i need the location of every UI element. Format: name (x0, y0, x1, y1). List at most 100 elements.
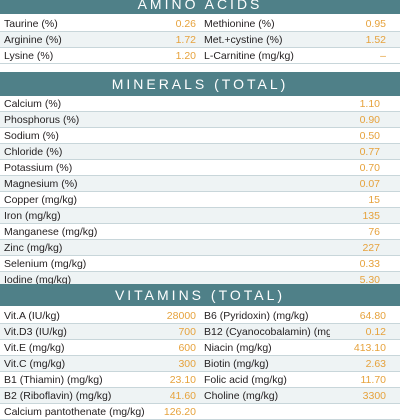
table-row: Vit.A (IU/kg) 28000 B6 (Pyridoxin) (mg/kg)… (0, 308, 400, 324)
nutrient-label: Taurine (%) (4, 17, 58, 30)
nutrient-value: 15 (368, 193, 380, 206)
row-right-half: Met.+cystine (%) 1.52 (200, 32, 400, 47)
row-right-half: Choline (mg/kg) 3300 (200, 388, 400, 403)
nutrient-label: Biotin (mg/kg) (204, 357, 269, 370)
row-left-half: Calcium pantothenate (mg/kg) 126.20 (0, 404, 200, 419)
nutrient-label: Potassium (%) (4, 161, 73, 174)
nutrient-value: 300 (178, 357, 196, 370)
nutrient-label: Choline (mg/kg) (204, 389, 279, 402)
nutrient-label: Vit.A (IU/kg) (4, 309, 60, 322)
nutrient-value: 0.07 (359, 177, 380, 190)
nutrient-value: 76 (368, 225, 380, 238)
nutrient-label: Chloride (%) (4, 145, 63, 158)
nutrient-value: 1.72 (175, 33, 196, 46)
nutrient-label: Vit.C (mg/kg) (4, 357, 66, 370)
row-left-half: Vit.E (mg/kg) 600 (0, 340, 200, 355)
nutrient-value: 41.60 (169, 389, 196, 402)
table-row: Vit.E (mg/kg) 600 Niacin (mg/kg) 413.10 (0, 340, 400, 356)
nutrient-value: 1.20 (175, 49, 196, 62)
nutrient-value: 413.10 (353, 341, 386, 354)
nutrient-label: B12 (Cyanocobalamin) (mg/kg) (204, 325, 330, 338)
table-row: Potassium (%) 0.70 (0, 160, 400, 176)
table-row: Taurine (%) 0.26 Methionine (%) 0.95 (0, 16, 400, 32)
nutrient-label: Iodine (mg/kg) (4, 273, 72, 286)
vitamins-table: Vit.A (IU/kg) 28000 B6 (Pyridoxin) (mg/kg)… (0, 308, 400, 420)
nutrient-label: Calcium pantothenate (mg/kg) (4, 405, 145, 418)
table-row: Copper (mg/kg) 15 (0, 192, 400, 208)
nutrient-value: 0.50 (359, 129, 380, 142)
nutrient-label: Met.+cystine (%) (204, 33, 283, 46)
nutrient-value: 5.30 (359, 273, 380, 286)
nutrient-value: 700 (178, 325, 196, 338)
nutrient-value: 11.70 (360, 373, 387, 386)
row-left-half: Vit.D3 (IU/kg) 700 (0, 324, 200, 339)
table-row: Calcium (%) 1.10 (0, 96, 400, 112)
table-row: Lysine (%) 1.20 L-Carnitine (mg/kg) – (0, 48, 400, 64)
row-left-half: Taurine (%) 0.26 (0, 16, 200, 31)
nutrient-value: 1.10 (359, 97, 380, 110)
vitamins-header: VITAMINS (TOTAL) (0, 284, 400, 306)
nutrient-label: Vit.E (mg/kg) (4, 341, 65, 354)
nutrient-label: B6 (Pyridoxin) (mg/kg) (204, 309, 309, 322)
table-row: Sodium (%) 0.50 (0, 128, 400, 144)
nutrient-value: 0.33 (359, 257, 380, 270)
nutrient-value: 135 (362, 209, 380, 222)
row-right-half: Folic acid (mg/kg) 11.70 (200, 372, 400, 387)
nutrient-label: Zinc (mg/kg) (4, 241, 63, 254)
row-right-half: Biotin (mg/kg) 2.63 (200, 356, 400, 371)
row-right-half: B12 (Cyanocobalamin) (mg/kg) 0.12 (200, 324, 400, 339)
nutrient-label: Copper (mg/kg) (4, 193, 77, 206)
row-right-half: Niacin (mg/kg) 413.10 (200, 340, 400, 355)
table-row: Selenium (mg/kg) 0.33 (0, 256, 400, 272)
nutrient-value: 126.20 (163, 405, 196, 418)
nutrient-label: Selenium (mg/kg) (4, 257, 87, 270)
row-left-half: Arginine (%) 1.72 (0, 32, 200, 47)
nutrient-value: 0.26 (175, 17, 196, 30)
table-row: Vit.C (mg/kg) 300 Biotin (mg/kg) 2.63 (0, 356, 400, 372)
row-right-half (200, 404, 400, 419)
table-row: Iron (mg/kg) 135 (0, 208, 400, 224)
table-row: Magnesium (%) 0.07 (0, 176, 400, 192)
row-left-half: Lysine (%) 1.20 (0, 48, 200, 63)
amino-acids-table: Taurine (%) 0.26 Methionine (%) 0.95 Arginin… (0, 16, 400, 64)
nutrient-value: 1.52 (365, 33, 386, 46)
nutrient-value: 600 (178, 341, 196, 354)
nutrient-label: Niacin (mg/kg) (204, 341, 272, 354)
nutrient-label: B2 (Riboflavin) (mg/kg) (4, 389, 112, 402)
nutrient-label: Vit.D3 (IU/kg) (4, 325, 67, 338)
nutrient-label: Magnesium (%) (4, 177, 78, 190)
nutrient-value: 0.95 (365, 17, 386, 30)
nutrient-value: 227 (362, 241, 380, 254)
nutrient-value: 0.70 (359, 161, 380, 174)
nutrient-value: 28000 (166, 309, 196, 322)
nutrient-label: Arginine (%) (4, 33, 62, 46)
nutrient-value: 64.80 (359, 309, 386, 322)
table-row: Chloride (%) 0.77 (0, 144, 400, 160)
nutrient-value: 0.77 (359, 145, 380, 158)
row-right-half: Methionine (%) 0.95 (200, 16, 400, 31)
row-right-half: L-Carnitine (mg/kg) – (200, 48, 400, 63)
nutrient-value: 2.63 (365, 357, 386, 370)
nutrient-value: – (380, 49, 386, 62)
nutrient-value: 3300 (362, 389, 386, 402)
table-row: Zinc (mg/kg) 227 (0, 240, 400, 256)
table-row: Vit.D3 (IU/kg) 700 B12 (Cyanocobalamin) (m… (0, 324, 400, 340)
nutrient-label: Lysine (%) (4, 49, 54, 62)
nutrient-label: Folic acid (mg/kg) (204, 373, 287, 386)
amino-acids-header: AMINO ACIDS (0, 0, 400, 14)
nutrient-label: Iron (mg/kg) (4, 209, 61, 222)
nutrient-value: 0.90 (359, 113, 380, 126)
row-left-half: B1 (Thiamin) (mg/kg) 23.10 (0, 372, 200, 387)
minerals-header: MINERALS (TOTAL) (0, 72, 400, 96)
nutrient-label: L-Carnitine (mg/kg) (204, 49, 294, 62)
row-left-half: Vit.A (IU/kg) 28000 (0, 308, 200, 323)
nutrient-label: Methionine (%) (204, 17, 275, 30)
table-row: Manganese (mg/kg) 76 (0, 224, 400, 240)
nutrient-value: 23.10 (169, 373, 196, 386)
nutrient-label: B1 (Thiamin) (mg/kg) (4, 373, 103, 386)
nutrient-label: Sodium (%) (4, 129, 59, 142)
nutrient-label: Phosphorus (%) (4, 113, 80, 126)
table-row: Calcium pantothenate (mg/kg) 126.20 (0, 404, 400, 420)
row-left-half: B2 (Riboflavin) (mg/kg) 41.60 (0, 388, 200, 403)
row-left-half: Vit.C (mg/kg) 300 (0, 356, 200, 371)
